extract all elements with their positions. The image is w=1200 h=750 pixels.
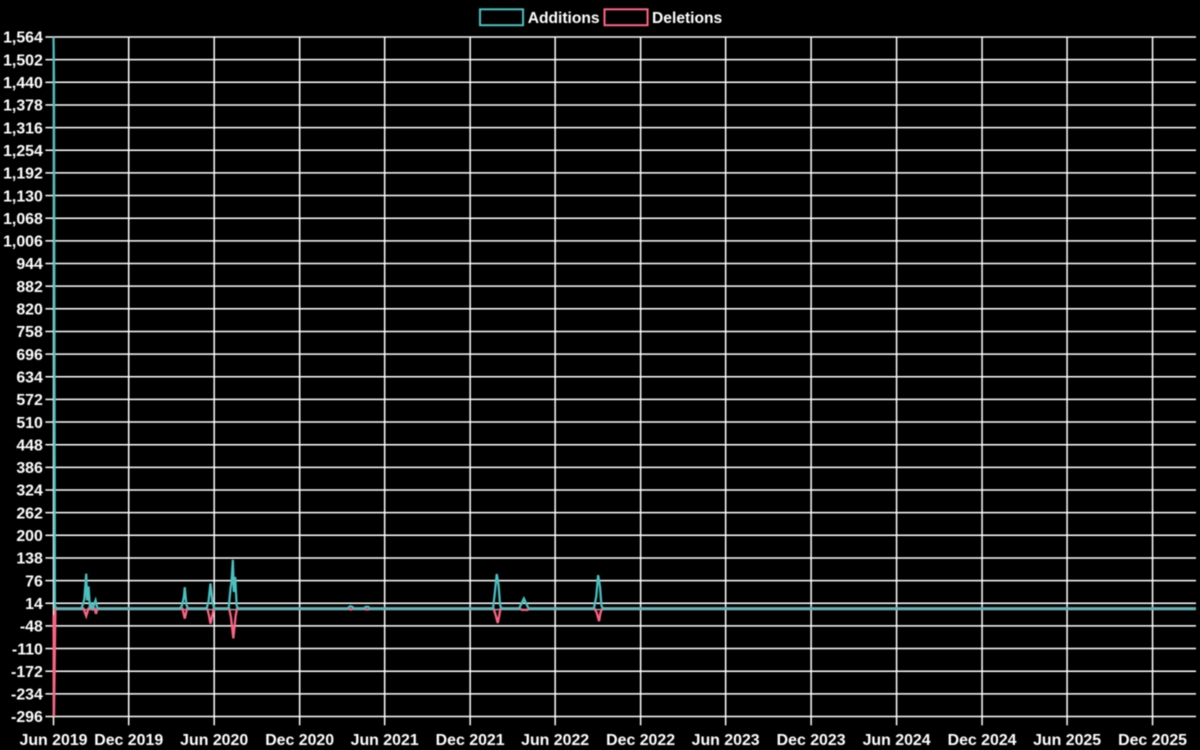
svg-text:1,006: 1,006	[3, 234, 43, 251]
svg-text:262: 262	[16, 505, 43, 522]
legend-deletions-swatch[interactable]	[603, 8, 649, 27]
svg-text:Jun 2021: Jun 2021	[351, 732, 419, 749]
svg-text:Dec 2019: Dec 2019	[94, 732, 163, 749]
deletions-line	[52, 607, 1196, 717]
legend-deletions-label[interactable]: Deletions	[652, 10, 723, 27]
legend-additions-label[interactable]: Additions	[528, 10, 600, 27]
svg-text:Jun 2020: Jun 2020	[180, 732, 248, 749]
svg-text:138: 138	[16, 551, 43, 568]
svg-text:944: 944	[16, 256, 43, 273]
svg-text:Dec 2021: Dec 2021	[436, 732, 505, 749]
x-axis-labels: Jun 2019 Dec 2019 Jun 2020 Dec 2020 Jun 2021…	[19, 732, 1187, 749]
svg-text:1,440: 1,440	[3, 75, 43, 92]
svg-text:634: 634	[16, 369, 43, 386]
svg-text:Jun 2019: Jun 2019	[19, 732, 87, 749]
additions-line	[52, 36, 1196, 612]
svg-text:Jun 2022: Jun 2022	[521, 732, 589, 749]
svg-text:76: 76	[25, 573, 43, 590]
svg-text:Dec 2024: Dec 2024	[948, 732, 1017, 749]
svg-text:1,378: 1,378	[3, 98, 43, 115]
svg-text:-48: -48	[20, 619, 43, 636]
chart-legend: Additions Deletions	[478, 8, 723, 27]
svg-text:Jun 2024: Jun 2024	[863, 732, 931, 749]
svg-text:1,502: 1,502	[3, 52, 43, 69]
svg-text:-234: -234	[11, 687, 43, 704]
svg-text:Dec 2023: Dec 2023	[777, 732, 846, 749]
svg-text:510: 510	[16, 415, 43, 432]
svg-text:820: 820	[16, 302, 43, 319]
svg-text:1,316: 1,316	[3, 120, 43, 137]
svg-text:-296: -296	[11, 709, 43, 726]
y-axis-labels: -296 -234 -172 -110 -48 14 76 138 200 262 324 386 44…	[3, 30, 43, 727]
svg-text:Jun 2025: Jun 2025	[1033, 732, 1101, 749]
svg-text:1,254: 1,254	[3, 143, 43, 160]
legend-additions-swatch[interactable]	[478, 8, 525, 27]
svg-text:Dec 2022: Dec 2022	[606, 732, 675, 749]
svg-text:386: 386	[16, 460, 43, 477]
svg-text:-172: -172	[11, 664, 43, 681]
vertical-gridlines	[52, 37, 1154, 717]
svg-text:Dec 2025: Dec 2025	[1118, 732, 1187, 749]
svg-text:200: 200	[16, 528, 43, 545]
svg-text:1,130: 1,130	[3, 188, 43, 205]
svg-text:1,564: 1,564	[3, 30, 43, 47]
svg-text:324: 324	[16, 483, 43, 500]
svg-text:696: 696	[16, 347, 43, 364]
y-axis-ticks	[45, 36, 54, 718]
svg-text:1,068: 1,068	[3, 211, 43, 228]
x-axis-ticks	[52, 716, 1154, 726]
svg-text:882: 882	[16, 279, 43, 296]
svg-text:Jun 2023: Jun 2023	[692, 732, 760, 749]
svg-text:-110: -110	[12, 641, 43, 658]
svg-text:572: 572	[16, 392, 43, 409]
svg-text:758: 758	[16, 324, 43, 341]
horizontal-gridlines	[53, 36, 1196, 718]
svg-text:1,192: 1,192	[3, 166, 43, 183]
svg-text:Dec 2020: Dec 2020	[265, 732, 334, 749]
svg-text:14: 14	[25, 596, 43, 613]
svg-text:448: 448	[16, 437, 43, 454]
